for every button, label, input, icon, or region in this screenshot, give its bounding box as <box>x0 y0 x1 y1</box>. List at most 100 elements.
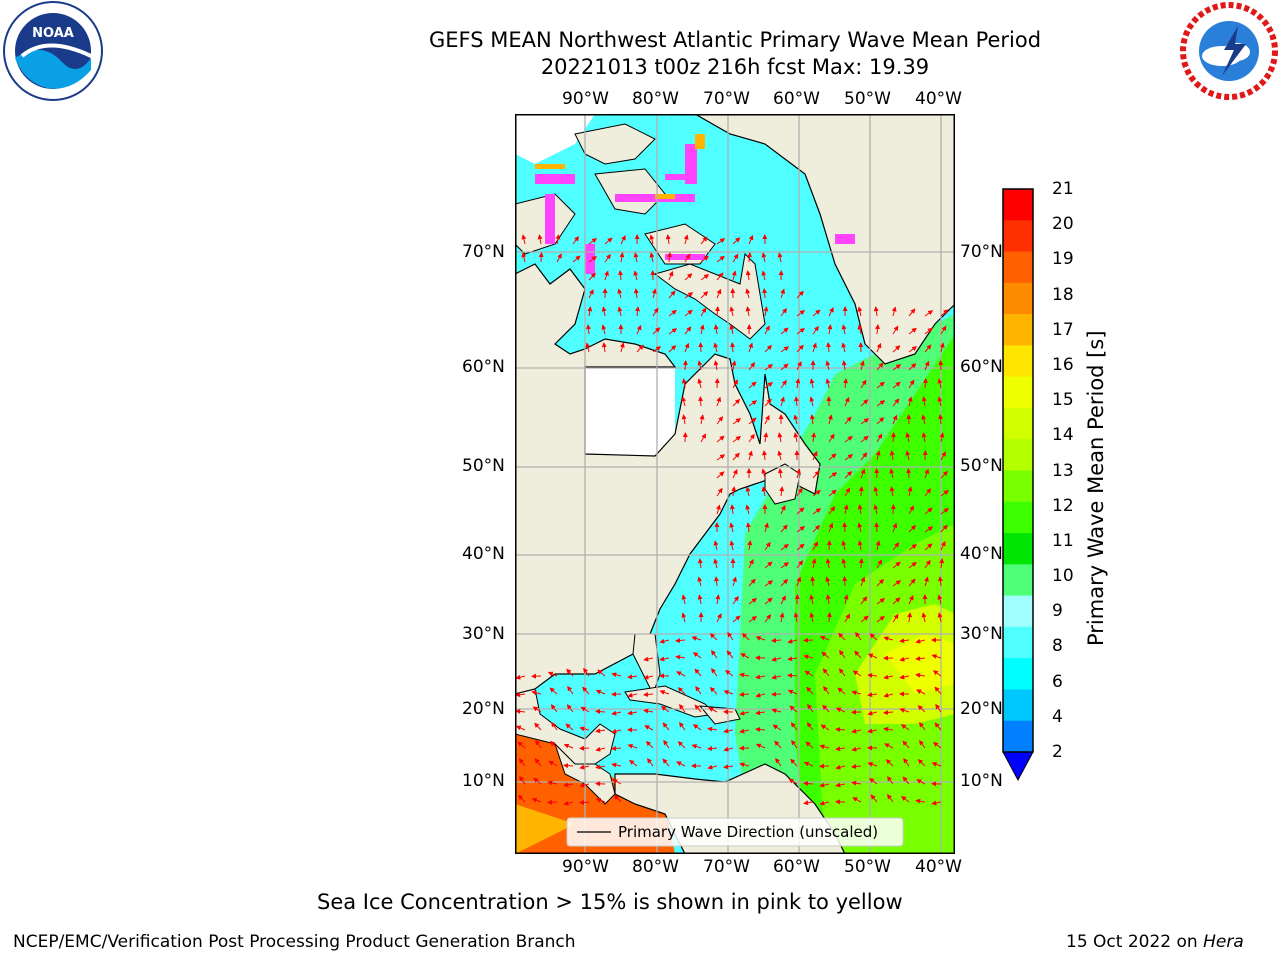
wave-arrow <box>697 378 703 389</box>
wave-arrow <box>837 687 846 695</box>
wave-arrow <box>681 378 687 389</box>
wave-arrow <box>580 706 590 713</box>
colorbar-segment <box>1003 658 1033 690</box>
wave-arrow <box>771 656 782 662</box>
wave-arrow <box>547 671 558 677</box>
wave-arrow <box>796 361 802 371</box>
wave-arrow <box>740 653 750 659</box>
wave-arrow <box>844 454 854 461</box>
wave-arrow <box>937 378 943 389</box>
wave-arrow <box>684 342 690 353</box>
wave-arrow <box>698 342 704 353</box>
lat-label-right-70n: 70°N <box>960 242 1003 262</box>
wave-arrow <box>566 704 574 713</box>
wave-arrow <box>780 595 786 605</box>
wave-arrow <box>787 673 798 679</box>
wave-arrow <box>921 612 927 623</box>
wave-arrow <box>851 690 862 696</box>
wave-arrow <box>764 382 774 389</box>
wave-arrow <box>809 414 815 425</box>
wave-arrow <box>844 613 851 623</box>
wave-arrow <box>940 325 947 335</box>
wave-arrow <box>892 345 901 353</box>
wave-arrow <box>873 504 879 515</box>
colorbar-segment <box>1003 376 1033 409</box>
wave-arrow <box>900 724 910 731</box>
wave-arrow <box>867 762 878 767</box>
wave-arrow <box>748 598 757 605</box>
wave-arrow <box>875 540 881 551</box>
wave-arrow <box>563 763 574 769</box>
wave-arrow <box>679 703 686 713</box>
wave-arrow <box>803 781 814 787</box>
wave-arrow <box>515 725 526 731</box>
wave-arrow <box>777 432 783 443</box>
wave-arrow <box>812 508 822 515</box>
wave-arrow <box>531 797 542 803</box>
wave-arrow <box>694 668 702 677</box>
wave-arrow <box>764 614 772 623</box>
wave-arrow <box>812 489 821 497</box>
wave-arrow <box>694 704 702 713</box>
wave-arrow <box>761 468 767 479</box>
wave-direction-arrows <box>515 234 950 806</box>
wave-arrow <box>867 653 878 659</box>
wave-arrow <box>515 708 526 714</box>
wave-arrow <box>579 745 590 751</box>
wave-arrow <box>851 764 862 769</box>
wave-arrow <box>729 306 735 317</box>
wave-arrow <box>518 758 526 767</box>
wave-arrow <box>905 432 911 443</box>
colorbar-segment <box>1003 470 1033 503</box>
wave-arrow <box>780 396 785 407</box>
wave-arrow <box>698 396 704 407</box>
colorbar-segment <box>1003 501 1033 534</box>
wave-arrow <box>870 794 878 803</box>
wave-arrow <box>844 396 850 407</box>
wave-arrow <box>780 346 790 353</box>
greenland-land <box>693 114 955 365</box>
wave-arrow <box>755 727 766 732</box>
wave-arrow <box>700 307 707 317</box>
wave-arrow <box>841 342 847 353</box>
wave-arrow <box>691 636 702 641</box>
wave-arrow <box>812 342 817 353</box>
wave-arrow <box>547 799 558 805</box>
wave-arrow <box>940 490 950 497</box>
wave-arrow <box>793 396 799 407</box>
wave-arrow <box>932 741 942 749</box>
wave-arrow <box>899 638 910 644</box>
wave-arrow <box>684 309 693 317</box>
wave-arrow <box>787 638 798 644</box>
wave-arrow <box>902 740 910 749</box>
wave-arrow <box>842 576 848 587</box>
wave-arrow <box>915 672 926 678</box>
wave-arrow <box>908 363 917 371</box>
wave-arrow <box>709 687 718 695</box>
wave-arrow <box>924 559 931 569</box>
wave-arrow <box>681 396 687 407</box>
wave-arrow <box>579 726 590 732</box>
wave-arrow <box>713 558 719 569</box>
wave-arrow <box>713 324 719 335</box>
wave-arrow <box>716 238 726 245</box>
wave-arrow <box>597 669 606 677</box>
wave-arrow <box>745 306 751 317</box>
wave-arrow <box>627 743 638 749</box>
wave-arrow <box>796 344 804 353</box>
wave-arrow <box>828 522 834 533</box>
wave-arrow <box>851 728 862 734</box>
wave-arrow <box>745 288 751 299</box>
wave-arrow <box>697 558 703 569</box>
wave-arrow <box>532 706 542 713</box>
wave-arrow <box>892 325 899 335</box>
wave-arrow <box>908 308 916 317</box>
graticule <box>515 114 955 854</box>
wave-arrow <box>692 652 702 659</box>
wave-arrow <box>691 744 702 749</box>
wave-arrow <box>582 686 590 695</box>
wave-arrow <box>531 690 542 696</box>
wave-arrow <box>585 342 591 353</box>
wave-arrow <box>852 670 862 677</box>
wave-arrow <box>851 780 862 786</box>
